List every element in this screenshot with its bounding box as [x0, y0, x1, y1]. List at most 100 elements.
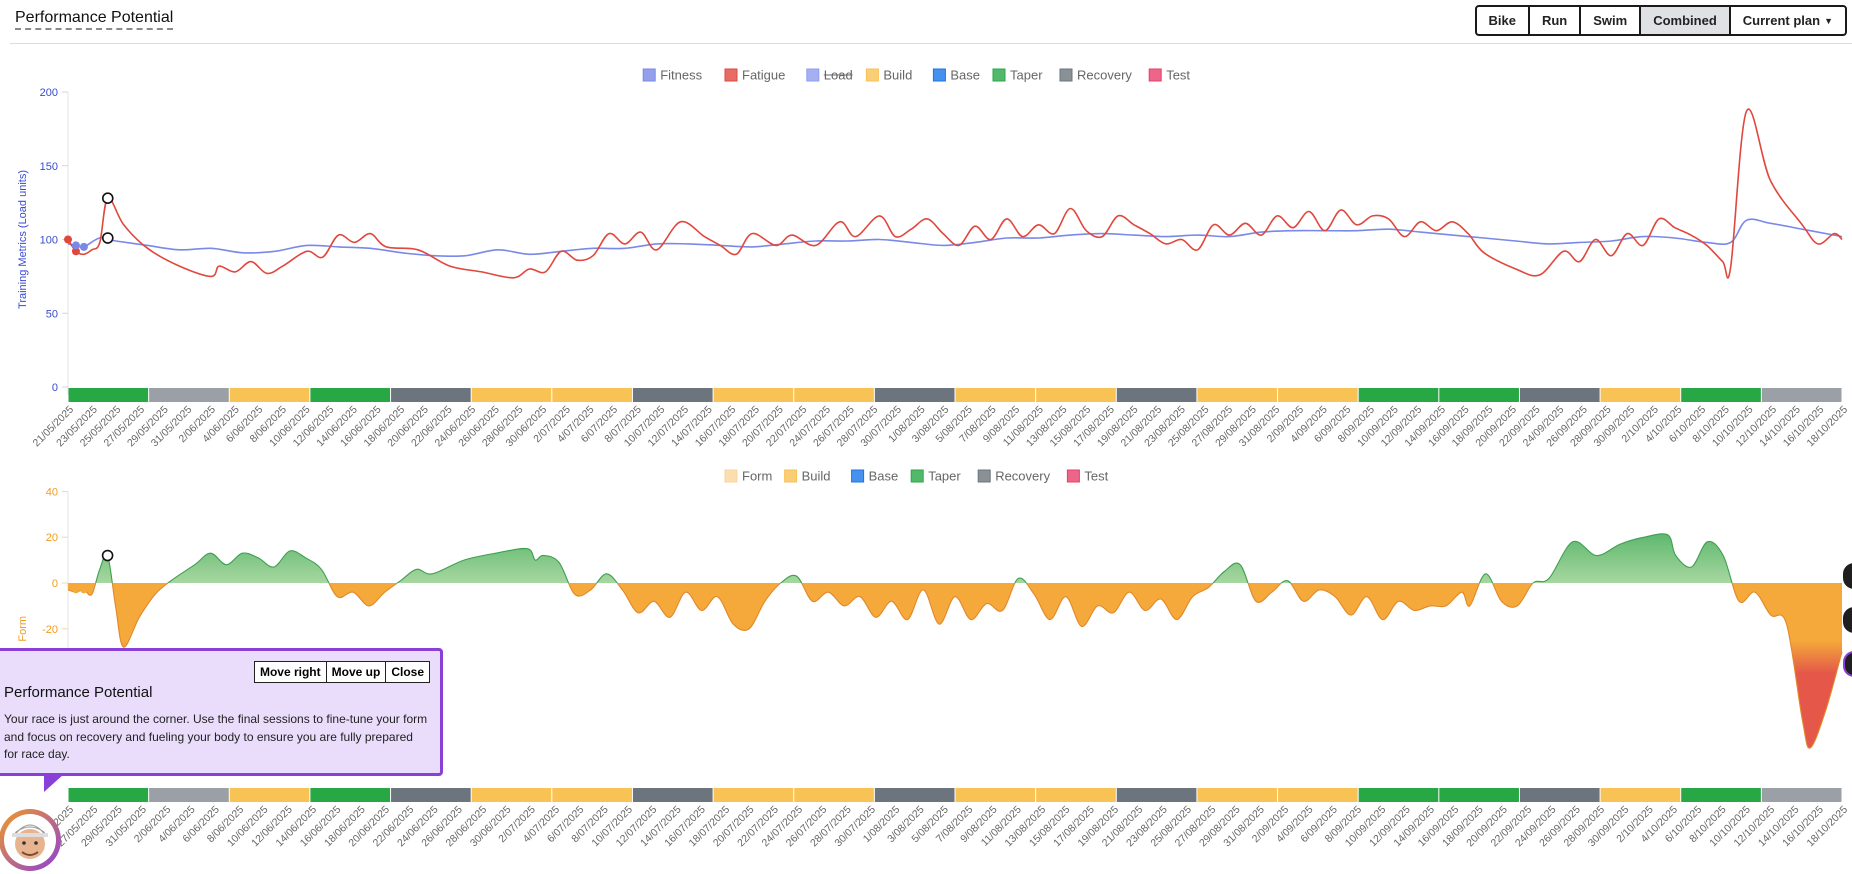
phase-bar-taper [1681, 788, 1761, 802]
legend-label: Taper [928, 469, 961, 484]
legend-swatch [865, 68, 879, 82]
legend-swatch [724, 469, 738, 483]
phase-bar-recovery [1116, 788, 1197, 802]
phase-bar-build [1197, 788, 1278, 802]
sport-filter-group: Bike Run Swim Combined Current plan ▼ [1474, 5, 1847, 36]
page-title[interactable]: Performance Potential [15, 9, 174, 30]
legend-item-base[interactable]: Base [851, 469, 899, 484]
legend-item-test[interactable]: Test [1148, 68, 1190, 83]
legend-label: Base [869, 469, 899, 484]
phase-bar-build [713, 788, 794, 802]
phase-bar-recovery [632, 788, 713, 802]
close-button[interactable]: Close [385, 661, 430, 683]
hover-point [101, 192, 114, 204]
legend-label: Base [950, 68, 980, 83]
bike-button[interactable]: Bike [1474, 5, 1530, 36]
phase-bar-taper [310, 388, 391, 402]
legend-item-test[interactable]: Test [1066, 469, 1109, 484]
phase-bar-taper [1681, 388, 1761, 402]
training-metrics-chart: Fitness Fatigue Load Build Base Taper Recovery… [17, 68, 1850, 450]
legend-item-recovery[interactable]: Recovery [1059, 68, 1132, 83]
data-point [80, 586, 88, 594]
tour-pointer [44, 774, 64, 792]
phase-bar-build [229, 388, 310, 402]
tour-popover: Move right Move up Close Performance Pot… [0, 648, 443, 776]
legend-item-load[interactable]: Load [806, 68, 853, 83]
fitness-line [67, 218, 1843, 258]
phase-bar-recovery [391, 788, 471, 802]
form-chart: Form Build Base Taper Recovery Test Form -20 0 20… [17, 469, 1850, 850]
phase-bar-build [1278, 388, 1358, 402]
phase-bar-recovery [149, 788, 229, 802]
legend-item-recovery[interactable]: Recovery [977, 469, 1051, 484]
tour-controls: Move right Move up Close [253, 661, 430, 683]
phase-bar-build [471, 788, 552, 802]
data-point [79, 242, 88, 251]
phase-bar-recovery [1116, 388, 1197, 402]
legend-swatch [806, 68, 820, 82]
side-tool-button-1[interactable] [1843, 563, 1852, 589]
y-tick-label: 150 [40, 161, 58, 173]
side-tool-button-2[interactable] [1843, 607, 1852, 633]
legend-item-build[interactable]: Build [865, 68, 912, 83]
move-right-button[interactable]: Move right [253, 661, 327, 683]
phase-bar-taper [68, 388, 149, 402]
tour-body: Your race is just around the corner. Use… [4, 712, 428, 761]
form-axis-title: Form [17, 616, 29, 642]
phase-bar-build [1036, 388, 1116, 402]
hover-point [101, 549, 114, 562]
y-tick-label: 40 [46, 486, 58, 498]
legend-swatch [1066, 469, 1080, 483]
legend-swatch [851, 469, 865, 483]
coach-avatar[interactable] [0, 800, 62, 874]
phase-bar-build [1197, 388, 1278, 402]
y-tick-label: 100 [40, 235, 58, 247]
phase-bar-taper [1358, 388, 1439, 402]
legend-item-taper[interactable]: Taper [910, 469, 961, 484]
hover-point [101, 232, 114, 244]
legend-item-base[interactable]: Base [932, 68, 980, 83]
legend-item-form[interactable]: Form [724, 469, 772, 484]
form-area-positive [68, 533, 1842, 583]
phase-bar-build [955, 388, 1036, 402]
combined-button[interactable]: Combined [1639, 5, 1731, 36]
data-point [71, 247, 80, 256]
move-up-button[interactable]: Move up [325, 661, 387, 683]
legend-item-build[interactable]: Build [784, 469, 831, 484]
legend-label: Recovery [995, 469, 1050, 484]
legend-item-taper[interactable]: Taper [992, 68, 1043, 83]
current-plan-dropdown[interactable]: Current plan ▼ [1728, 5, 1847, 36]
legend-label: Build [802, 469, 831, 484]
phase-bar-build [1278, 788, 1358, 802]
y-axis-title: Training Metrics (Load units) [17, 170, 29, 309]
legend-label: Test [1084, 469, 1108, 484]
legend-label: Form [742, 469, 772, 484]
phase-bar-recovery [874, 788, 955, 802]
legend-item-fitness[interactable]: Fitness [642, 68, 703, 83]
data-point [72, 586, 80, 594]
phase-bar-recovery [391, 388, 471, 402]
y-tick-label: 200 [40, 87, 58, 99]
legend-item-fatigue[interactable]: Fatigue [724, 68, 785, 83]
phase-bar-build [471, 388, 552, 402]
legend-label: Recovery [1077, 68, 1132, 83]
phase-bar-recovery [632, 388, 713, 402]
legend-swatch [977, 469, 991, 483]
phase-bar-taper [1439, 788, 1519, 802]
legend-swatch [992, 68, 1006, 82]
run-button[interactable]: Run [1527, 5, 1582, 36]
phase-bar-taper [68, 788, 149, 802]
y-tick-label: 0 [52, 382, 58, 394]
swim-button[interactable]: Swim [1579, 5, 1642, 36]
current-plan-label: Current plan [1742, 13, 1821, 28]
y-tick-label: 20 [46, 532, 58, 544]
data-point [64, 235, 72, 244]
phase-bar-build [552, 388, 632, 402]
phase-bar-build [552, 788, 632, 802]
legend-swatch [724, 68, 738, 82]
phase-bar-build [1600, 788, 1681, 802]
legend-label: Build [883, 68, 912, 83]
legend-swatch [910, 469, 924, 483]
phase-bar-build [955, 788, 1036, 802]
phase-bar-recovery [874, 388, 955, 402]
